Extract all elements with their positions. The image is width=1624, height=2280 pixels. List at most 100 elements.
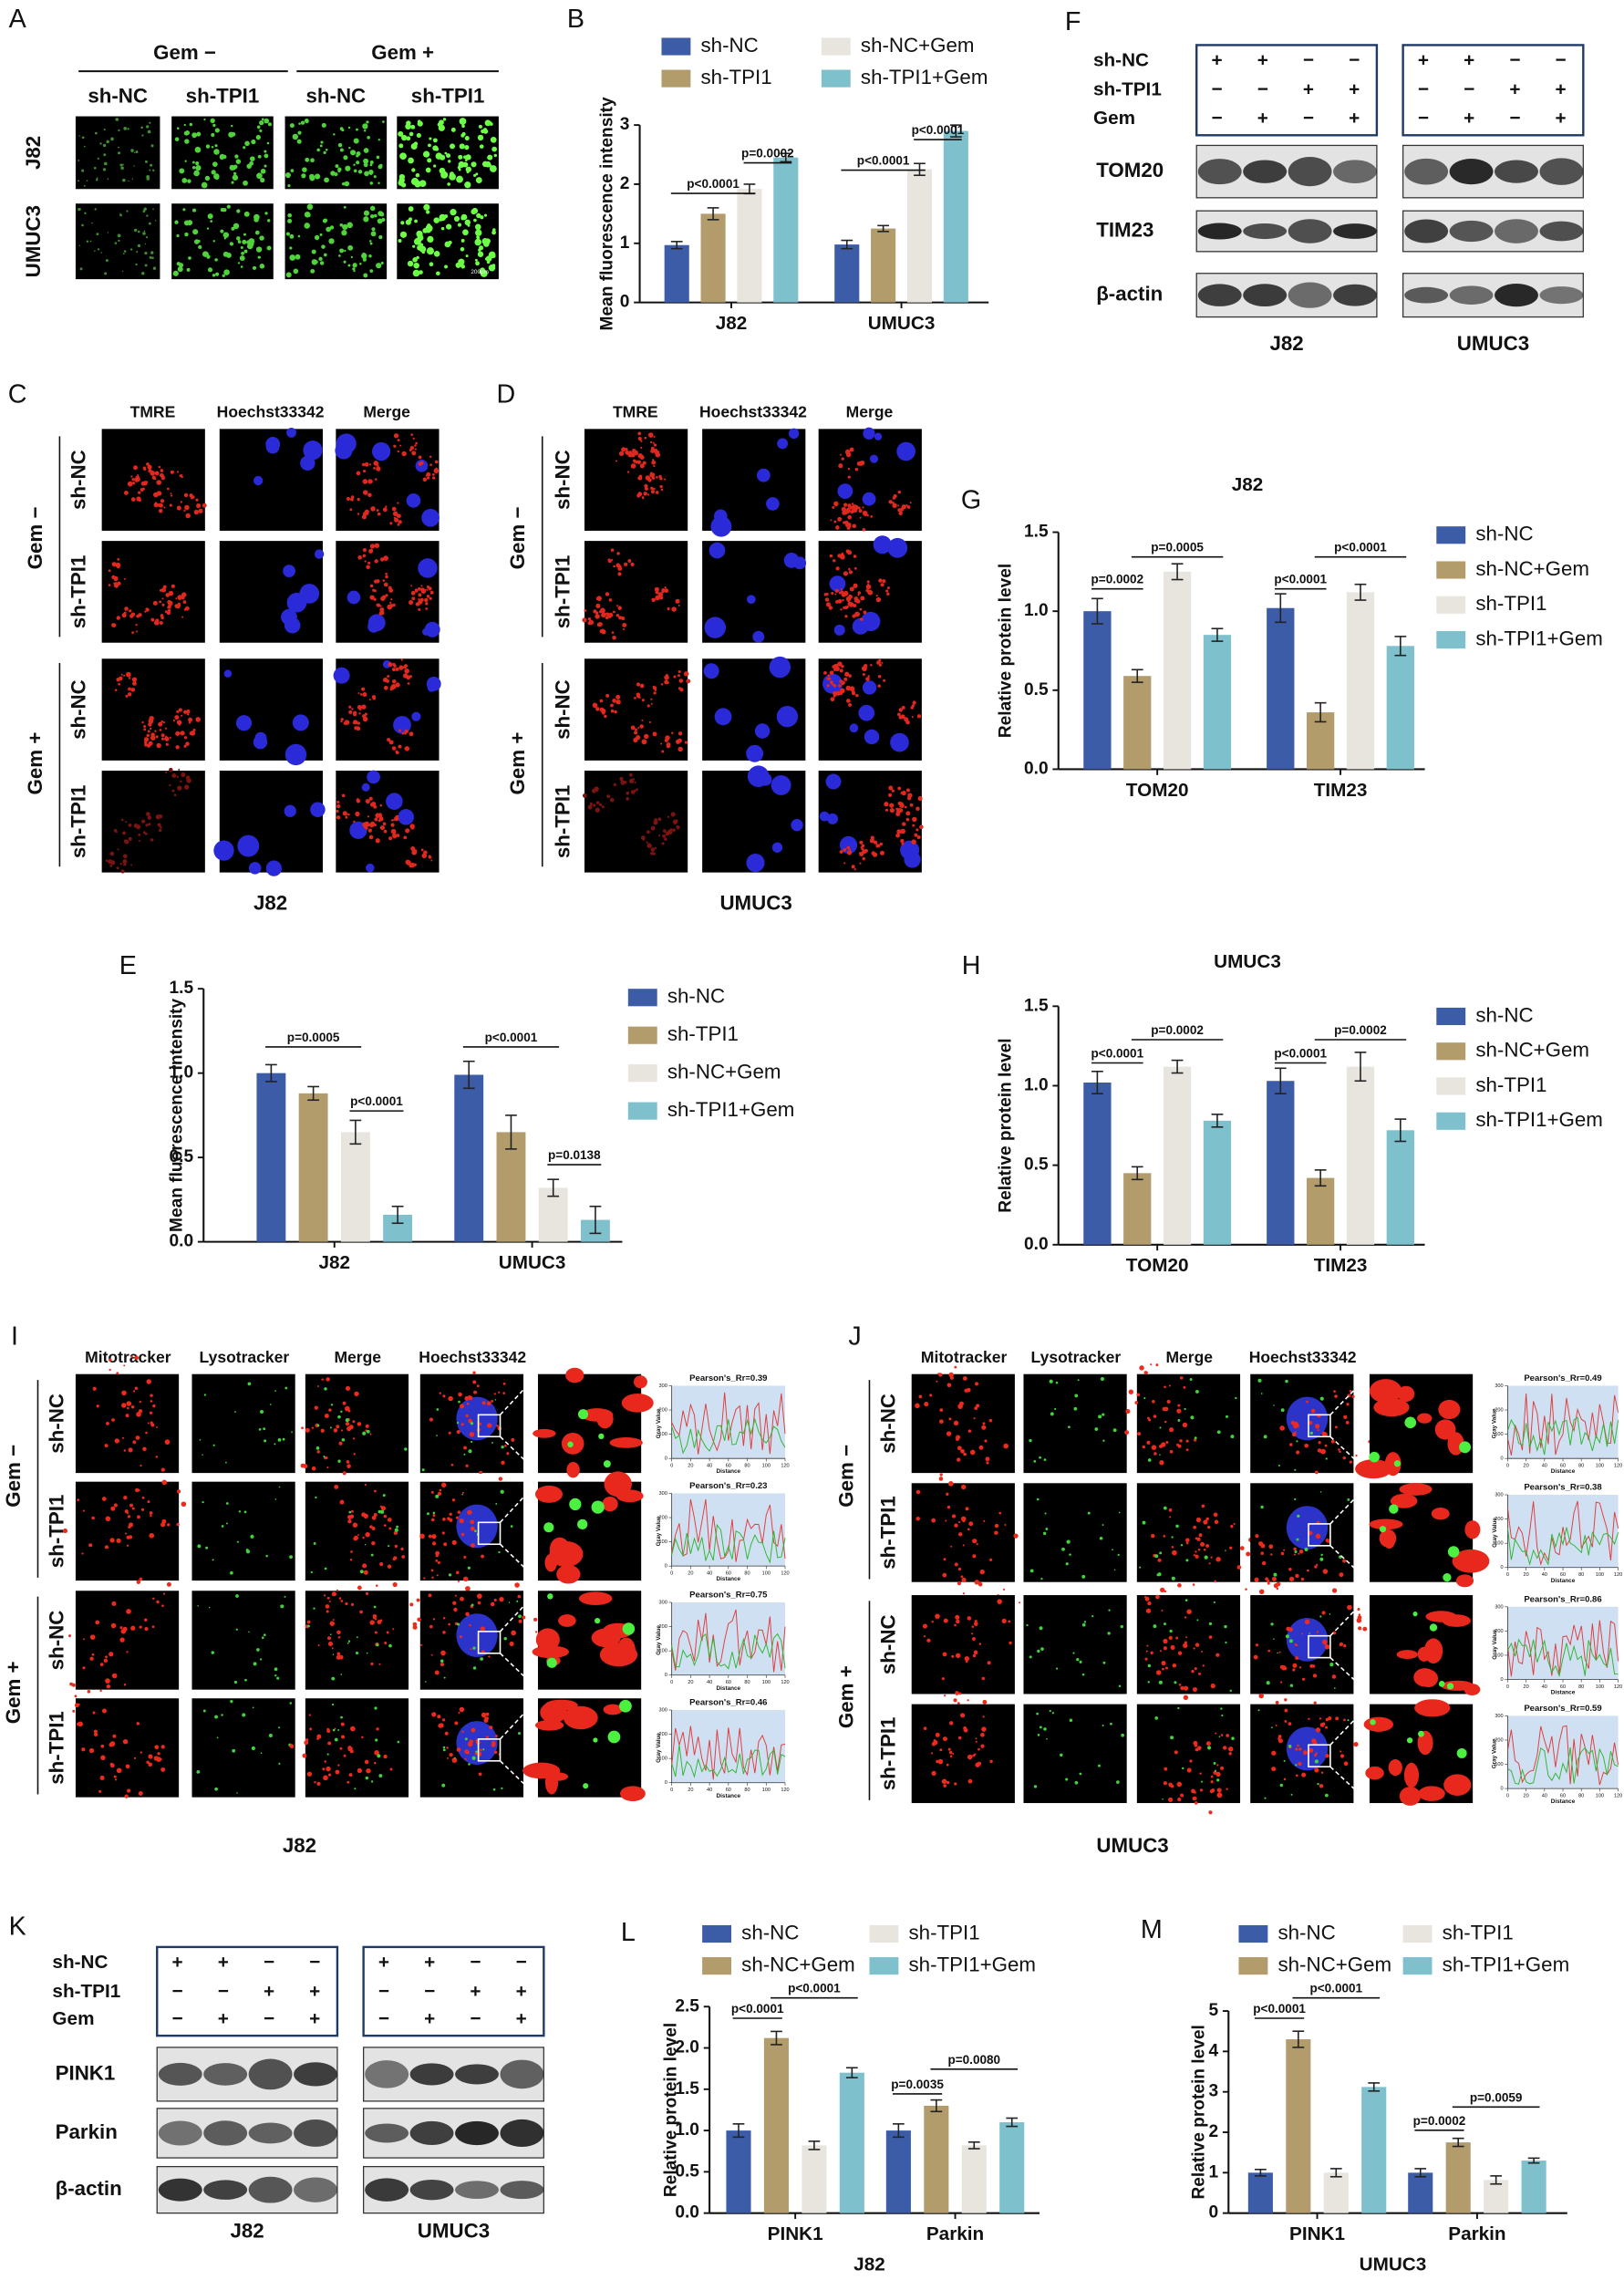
signal [306,1771,313,1777]
signal [465,1464,469,1467]
band-label: TIM23 [1096,218,1153,241]
signal [390,598,393,601]
signal [452,1601,457,1605]
signal [1365,1766,1384,1780]
signal [1382,1531,1395,1549]
signal [146,1760,150,1764]
signal [1128,1389,1134,1394]
signal [1355,1459,1392,1479]
signal [230,1700,233,1704]
roi [477,1414,502,1438]
signal [1260,1393,1263,1394]
signal [164,771,168,773]
signal [321,1378,324,1381]
signal [1325,1538,1329,1543]
signal [886,586,890,590]
signal [1159,1444,1163,1448]
signal [1180,1793,1184,1798]
signal [1283,1777,1287,1781]
signal [154,502,157,504]
signal [367,828,372,833]
signal [1412,1612,1418,1617]
signal [1215,1653,1220,1657]
signal [367,770,380,784]
signal [905,720,910,725]
legend-label: sh-NC [1278,1921,1336,1943]
signal [847,601,853,606]
signal [1208,1635,1213,1639]
profile-ylabel: Gray Value [1492,1629,1498,1659]
signal [220,229,224,233]
roi [1308,1414,1331,1438]
signal [129,1503,134,1508]
signal [1054,1407,1057,1411]
signal [964,1388,968,1393]
error-bar [505,1114,517,1150]
signal [535,1628,560,1652]
signal [1049,1709,1051,1713]
signal [1147,1601,1152,1606]
x-tick-label: TIM23 [1314,780,1368,801]
signal [379,212,385,217]
signal [1196,1746,1202,1751]
signal [971,1625,975,1628]
micrograph [1023,1483,1127,1582]
signal [169,736,171,740]
signal [610,709,615,713]
signal [839,453,842,456]
signal [1314,1470,1319,1475]
signal [291,1431,293,1434]
signal [664,588,669,594]
signal [414,219,418,223]
signal [917,796,923,802]
row-label: sh-TPI1 [877,1717,900,1791]
signal [862,506,864,509]
signal [848,674,852,678]
column-label: TMRE [613,402,658,420]
signal [1102,1439,1105,1442]
signal [943,1558,946,1561]
signal [975,1740,978,1743]
micrograph [911,1483,1015,1582]
error-bar [1394,1118,1407,1143]
error-bar [391,1205,404,1225]
signal [897,712,901,717]
signal [451,1498,456,1502]
profile-xlabel: Distance [1551,1578,1576,1584]
signal [954,1782,957,1786]
profile-tick-label: 200 [1495,1517,1503,1522]
profile-xlabel: Distance [1551,1468,1576,1475]
signal [1081,1574,1086,1579]
signal [639,683,645,689]
band-label: PINK1 [56,2061,116,2084]
signal [254,230,260,235]
signal [146,743,151,748]
micrograph [305,1373,409,1474]
signal [95,179,98,181]
signal [670,812,676,817]
roi-link [1329,1657,1371,1695]
signal [184,232,189,237]
signal [1036,1712,1039,1715]
signal [664,675,669,680]
signal [397,523,400,526]
signal [1162,1667,1164,1671]
signal [1134,1401,1139,1404]
signal [160,499,165,503]
signal [191,161,195,164]
signal [1235,1396,1237,1400]
signal [205,1546,209,1549]
signal [862,527,866,532]
signal [379,825,385,831]
signal [303,440,323,461]
signal [109,1652,114,1657]
signal [1159,1454,1161,1456]
band [1539,158,1584,185]
signal [137,1515,140,1519]
p-value: p<0.0001 [1309,1982,1362,1995]
signal [887,793,893,797]
signal [846,850,853,855]
signal [981,1676,986,1681]
signal [1055,1381,1059,1384]
signal [1177,1418,1181,1422]
